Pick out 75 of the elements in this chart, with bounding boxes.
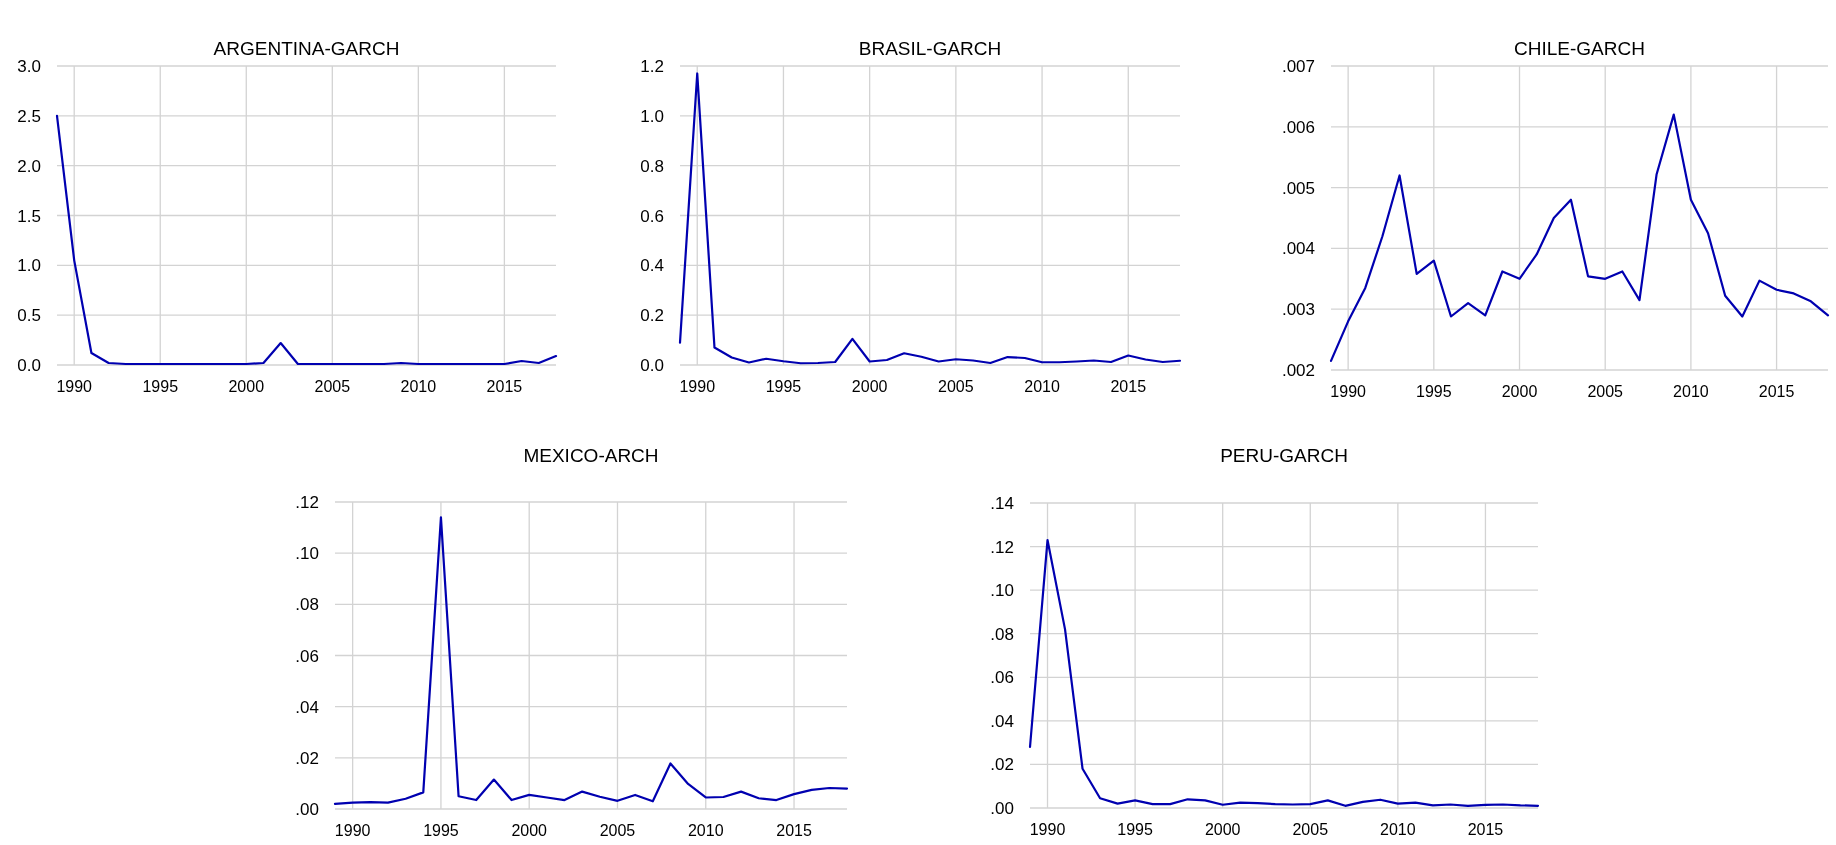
x-tick-label: 2000: [228, 378, 265, 395]
x-tick-label: 2015: [1758, 383, 1795, 400]
y-tick-label: .004: [1281, 239, 1315, 259]
chart-title: PERU-GARCH: [1220, 445, 1348, 466]
x-tick-label: 2015: [1467, 821, 1504, 838]
x-tick-label: 1990: [334, 822, 371, 839]
y-tick-label: 0.5: [17, 306, 41, 326]
x-tick-label: 2010: [1380, 821, 1416, 838]
y-tick-label: .006: [1281, 117, 1315, 137]
y-tick-label: .007: [1281, 57, 1315, 76]
x-tick-label: 2005: [1292, 821, 1329, 838]
chart-title: CHILE-GARCH: [1514, 38, 1645, 59]
y-tick-label: 0.8: [640, 156, 664, 176]
x-tick-label: 2000: [511, 822, 548, 839]
x-tick-label: 2010: [400, 378, 437, 395]
y-tick-label: 0.6: [640, 206, 664, 226]
x-tick-label: 1995: [1416, 383, 1452, 400]
x-tick-label: 2015: [486, 378, 523, 395]
x-tick-label: 1990: [56, 378, 93, 395]
y-tick-label: 0.2: [640, 306, 664, 326]
x-tick-label: 2005: [938, 378, 974, 395]
x-tick-label: 1995: [423, 822, 459, 839]
y-tick-label: .00: [295, 800, 319, 819]
line-series: [1028, 538, 1540, 807]
y-tick-label: .06: [295, 646, 319, 666]
chart-title: MEXICO-ARCH: [523, 445, 659, 466]
x-tick-label: 2010: [1673, 383, 1709, 400]
line-series: [678, 72, 1182, 365]
y-tick-label: .08: [295, 595, 319, 615]
y-tick-label: 1.0: [17, 256, 41, 276]
y-tick-label: 2.0: [17, 156, 41, 176]
y-tick-label: .003: [1281, 300, 1315, 320]
y-tick-label: .005: [1281, 178, 1315, 198]
x-tick-label: 2015: [1110, 378, 1147, 395]
x-tick-label: 2005: [1587, 383, 1624, 400]
y-tick-label: .12: [990, 537, 1014, 557]
x-tick-label: 1990: [679, 378, 716, 395]
y-tick-label: .10: [990, 581, 1014, 601]
y-tick-label: 1.5: [17, 206, 41, 226]
x-tick-label: 1995: [765, 378, 802, 395]
y-tick-label: .02: [990, 755, 1014, 775]
y-tick-label: .04: [295, 697, 319, 717]
line-series: [1329, 113, 1830, 362]
chart-title: ARGENTINA-GARCH: [213, 38, 400, 59]
line-series: [333, 516, 849, 805]
line-series: [55, 114, 558, 366]
x-tick-label: 2015: [776, 822, 812, 839]
y-tick-label: 0.0: [640, 356, 664, 375]
y-tick-label: .02: [295, 748, 319, 768]
y-tick-label: .10: [295, 544, 319, 564]
x-tick-label: 2000: [851, 378, 888, 395]
x-tick-label: 2005: [599, 822, 636, 839]
y-tick-label: .14: [990, 494, 1014, 513]
y-tick-label: 0.0: [17, 356, 41, 375]
y-tick-label: .04: [990, 711, 1014, 731]
y-tick-label: 2.5: [17, 106, 41, 126]
x-tick-label: 2010: [1024, 378, 1060, 395]
chart-title: BRASIL-GARCH: [858, 38, 1002, 59]
y-tick-label: .12: [295, 493, 319, 512]
y-tick-label: 1.0: [640, 106, 664, 126]
y-tick-label: .00: [990, 799, 1014, 818]
y-tick-label: .06: [990, 668, 1014, 688]
x-tick-label: 2000: [1204, 821, 1241, 838]
x-tick-label: 2000: [1501, 383, 1538, 400]
y-tick-label: .002: [1281, 361, 1315, 380]
x-tick-label: 1990: [1029, 821, 1066, 838]
x-tick-label: 1995: [142, 378, 179, 395]
x-tick-label: 2010: [687, 822, 724, 839]
y-tick-label: .08: [990, 624, 1014, 644]
y-tick-label: 1.2: [640, 57, 664, 76]
y-tick-label: 3.0: [17, 57, 41, 76]
y-tick-label: 0.4: [640, 256, 664, 276]
x-tick-label: 1990: [1330, 383, 1367, 400]
x-tick-label: 1995: [1117, 821, 1153, 838]
x-tick-label: 2005: [314, 378, 351, 395]
